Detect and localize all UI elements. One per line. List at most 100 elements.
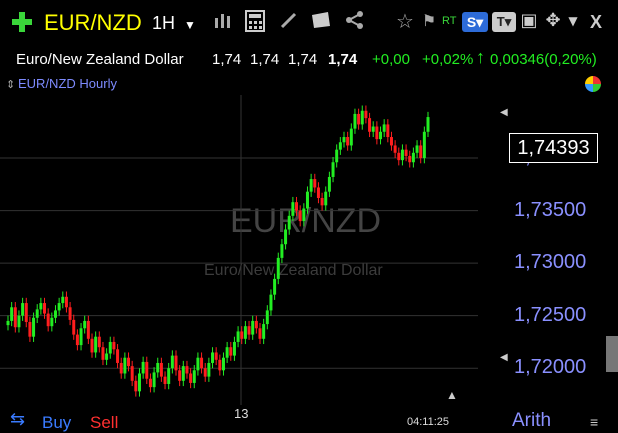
candle-down (13, 307, 17, 328)
move-icon[interactable]: ✥ (545, 10, 561, 31)
chevron-down-icon[interactable]: ▼ (568, 14, 578, 28)
candle-down (24, 303, 28, 322)
palette-icon[interactable] (585, 76, 601, 92)
candle-down (258, 328, 262, 339)
candle-up (411, 152, 415, 163)
star-icon[interactable]: ☆ (396, 9, 414, 33)
candle-down (189, 373, 193, 383)
candle-up (207, 362, 211, 377)
candle-up (57, 303, 61, 311)
candle-up (236, 331, 240, 342)
candle-down (254, 320, 258, 329)
candle-up (6, 320, 10, 326)
candle-down (419, 145, 423, 159)
price-chart[interactable] (0, 95, 500, 405)
sort-icon[interactable]: ⇕ (6, 79, 16, 91)
candle-down (218, 359, 222, 371)
candle-down (178, 370, 182, 381)
candle-down (68, 307, 72, 320)
candle-up (379, 131, 383, 140)
s-button[interactable]: S▾ (462, 12, 488, 32)
candle-down (130, 366, 134, 381)
candle-down (316, 187, 320, 198)
candle-down (159, 362, 163, 377)
axis-scroll-bar[interactable] (606, 336, 618, 372)
candle-down (203, 368, 207, 377)
candle-down (97, 336, 101, 348)
candle-up (360, 110, 364, 125)
candle-up (141, 361, 145, 374)
rt-label[interactable]: RT (442, 15, 457, 27)
candle-down (134, 380, 138, 392)
candle-down (90, 338, 94, 353)
candle-up (105, 353, 109, 360)
quote-change-extra: 0,00346(0,20%) (490, 51, 597, 68)
current-price-label: 1,74393 (509, 133, 598, 163)
candle-up (284, 229, 288, 245)
candle-down (75, 334, 79, 346)
interval-dropdown[interactable]: 1H ▼ (152, 13, 196, 34)
candle-up (335, 149, 339, 163)
menu-icon[interactable]: ≡ (590, 414, 599, 430)
candle-down (229, 347, 233, 356)
pencil-icon[interactable] (278, 10, 300, 32)
symbol-label[interactable]: EUR/NZD (44, 10, 142, 35)
candle-down (116, 349, 120, 363)
candle-up (232, 341, 236, 356)
candle-down (240, 331, 244, 339)
candle-up (349, 128, 353, 146)
candle-down (46, 313, 50, 327)
candle-up (10, 307, 14, 321)
swap-icon[interactable]: ⇆ (10, 409, 26, 429)
candle-up (400, 149, 404, 161)
quote-value-last: 1,74 (328, 51, 358, 68)
candle-up (422, 131, 426, 159)
interval-label: 1H (152, 13, 176, 33)
candle-up (324, 191, 328, 206)
sell-button[interactable]: Sell (90, 413, 119, 432)
buy-button[interactable]: Buy (42, 413, 72, 432)
share-icon[interactable] (344, 10, 366, 32)
flag-icon[interactable]: ⚑ (421, 11, 437, 30)
candle-down (28, 321, 32, 337)
watermark-subtitle: Euro/New Zealand Dollar (204, 262, 383, 279)
close-button[interactable]: X (590, 12, 603, 32)
candle-up (167, 368, 171, 384)
add-symbol-icon[interactable] (12, 12, 32, 32)
candle-down (393, 145, 397, 153)
scroll-up-triangle[interactable]: ▲ (446, 388, 458, 402)
candle-up (196, 357, 200, 371)
candle-up (338, 142, 342, 150)
scroll-up-arrow[interactable]: ◀ (500, 107, 508, 118)
candle-up (221, 357, 225, 371)
candle-down (86, 320, 90, 339)
candle-up (251, 320, 255, 335)
candle-up (371, 126, 375, 132)
calculator-icon[interactable] (244, 10, 266, 32)
watermark: EUR/NZD (230, 202, 382, 240)
candle-down (346, 137, 350, 146)
toolbar: EUR/NZD 1H ▼ ☆ ⚑ RT S▾ T▾ ▣ ✥ ▼ X (0, 0, 618, 44)
quote-change: +0,00 (372, 51, 410, 68)
candle-down (112, 341, 116, 350)
scroll-down-arrow[interactable]: ◀ (500, 352, 508, 363)
candle-up (265, 310, 269, 325)
folder-icon[interactable] (310, 10, 332, 32)
candle-up (262, 324, 266, 339)
chevron-down-icon: ▼ (184, 18, 196, 32)
scale-mode-label[interactable]: Arith (512, 410, 552, 431)
candle-up (287, 215, 291, 230)
candle-up (382, 124, 386, 132)
candle-up (327, 176, 331, 192)
candle-down (214, 352, 218, 360)
t-button[interactable]: T▾ (492, 12, 516, 32)
candle-down (185, 366, 189, 374)
bar-chart-icon[interactable] (212, 10, 234, 32)
candle-up (273, 278, 277, 295)
candle-down (148, 378, 152, 388)
x-tick-label: 13 (234, 406, 249, 421)
candle-up (211, 352, 215, 363)
candle-up (426, 117, 430, 132)
save-icon[interactable]: ▣ (520, 10, 538, 31)
quote-value: 1,74 (250, 51, 280, 68)
